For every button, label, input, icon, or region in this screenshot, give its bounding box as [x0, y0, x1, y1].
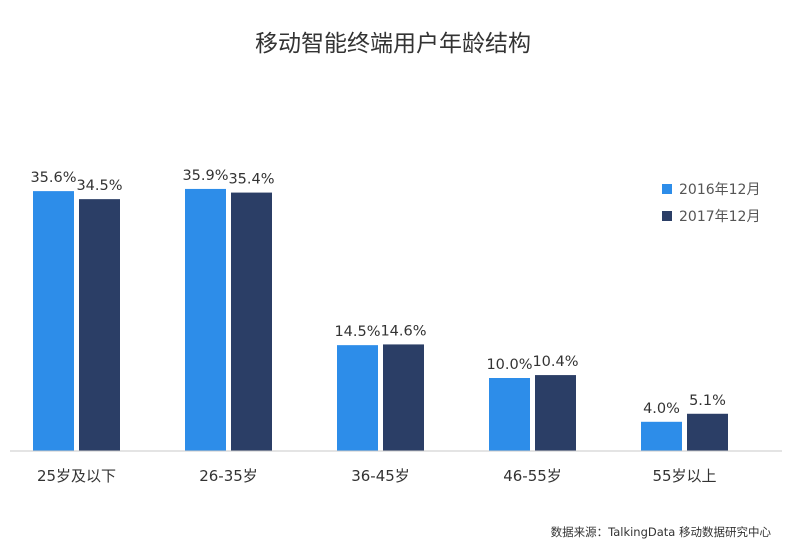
value-label-2016-12-1: 35.9% [182, 168, 228, 184]
category-label-3: 46-55岁 [503, 467, 562, 485]
value-label-2017-12-2: 14.6% [380, 323, 426, 339]
value-label-2017-12-4: 5.1% [689, 393, 726, 409]
source-note: 数据来源：TalkingData 移动数据研究中心 [551, 525, 772, 539]
bar-2016-12-3 [489, 378, 530, 451]
value-label-group: 35.6%34.5% 35.9% 35.4% 14.5% 14.6% 10.0% 10.4%… [30, 168, 725, 417]
bar-2016-12-0 [33, 191, 74, 451]
bar-2016-12-1 [185, 188, 226, 451]
value-label-2017-12-3: 10.4% [532, 354, 578, 370]
bar-group [33, 188, 728, 451]
bar-2016-12-4 [641, 421, 682, 451]
bar-2017-12-1 [231, 192, 272, 451]
category-label-group: 25岁及以下 26-35岁 36-45岁 46-55岁 55岁以上 [37, 467, 717, 485]
legend-label-2016: 2016年12月 [679, 182, 760, 198]
value-label-2016-12-3: 10.0% [486, 357, 532, 373]
bar-2017-12-3 [535, 375, 576, 451]
value-label-2016-12-4: 4.0% [643, 401, 680, 417]
bar-2017-12-4 [687, 413, 728, 451]
chart-title: 移动智能终端用户年龄结构 [255, 31, 531, 57]
legend-swatch-2016 [662, 184, 672, 194]
value-label-2017-12-1: 35.4% [228, 172, 274, 188]
bar-2016-12-2 [337, 345, 378, 451]
bar-2017-12-2 [383, 344, 424, 451]
value-label-2016-12-2: 14.5% [334, 324, 380, 340]
legend-label-2017: 2017年12月 [679, 209, 760, 225]
category-label-4: 55岁以上 [652, 467, 716, 485]
category-label-0: 25岁及以下 [37, 467, 116, 485]
category-label-1: 26-35岁 [199, 467, 258, 485]
legend: 2016年12月 2017年12月 [662, 182, 760, 225]
value-label-2016-12-0: 35.6% [30, 170, 76, 186]
bar-2017-12-0 [79, 199, 120, 451]
value-label-2017-12-0: 34.5% [76, 178, 122, 194]
category-label-2: 36-45岁 [351, 467, 410, 485]
legend-swatch-2017 [662, 211, 672, 221]
